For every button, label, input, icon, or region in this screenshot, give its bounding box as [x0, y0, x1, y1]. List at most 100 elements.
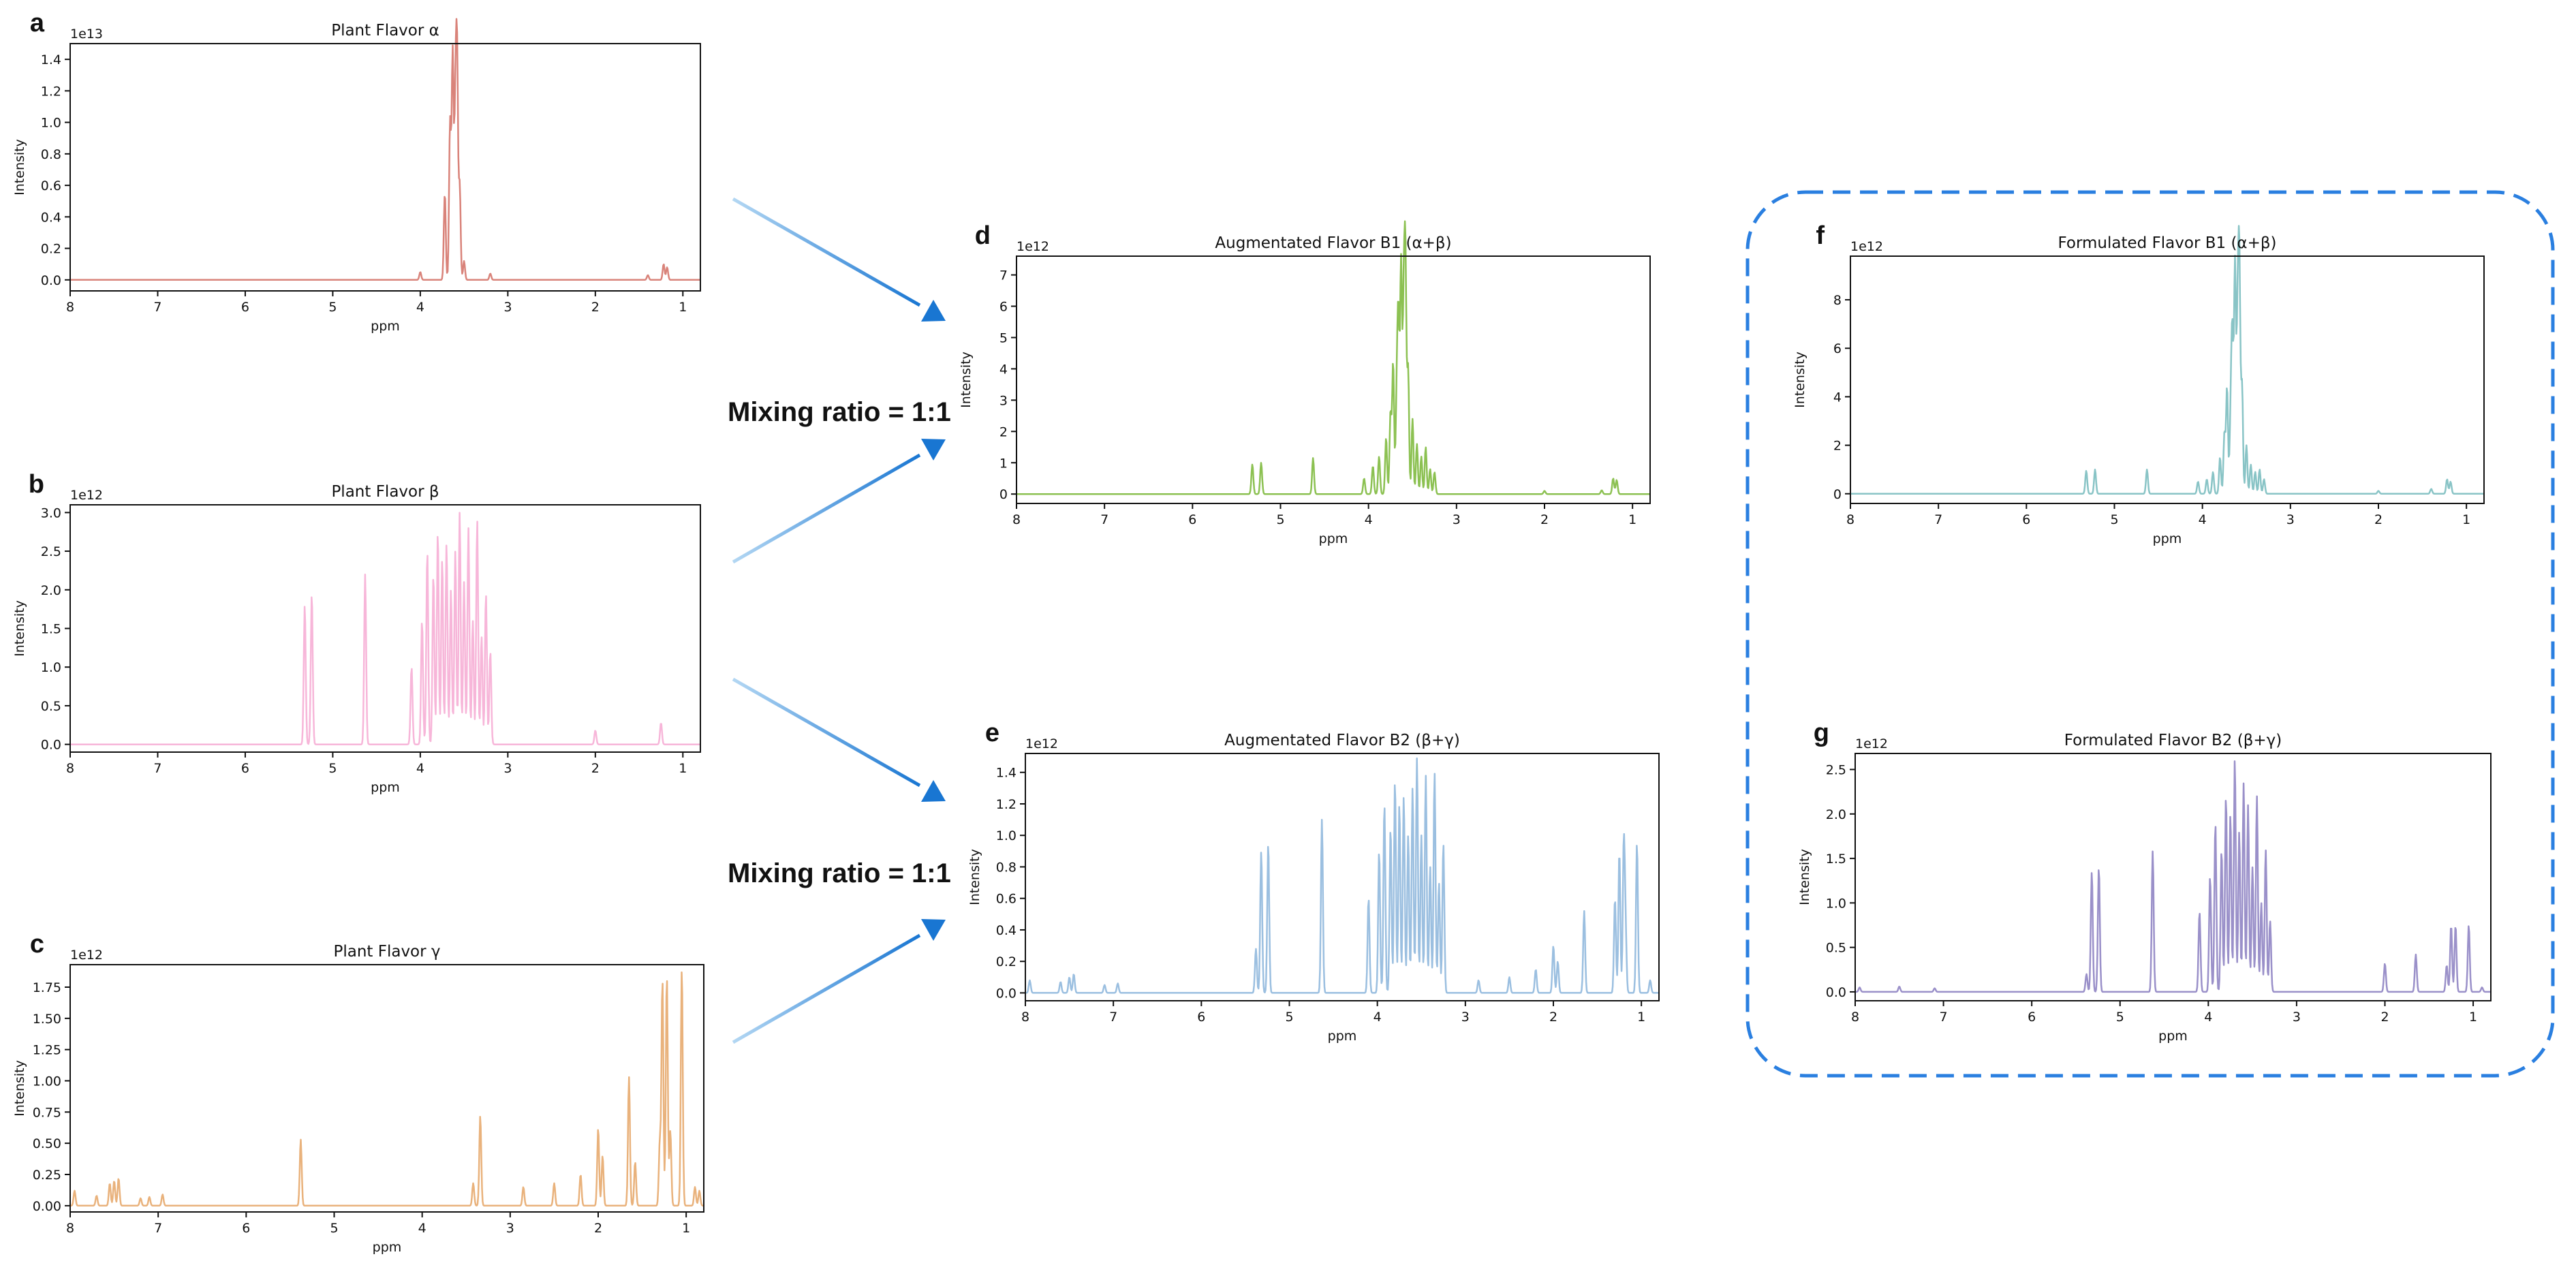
x-tick-label: 2	[591, 761, 600, 776]
plot-frame	[1025, 753, 1660, 1001]
x-tick-label: 2	[2380, 1010, 2389, 1025]
spectrum-line	[69, 512, 701, 745]
y-tick-label: 2	[1833, 439, 1842, 454]
x-tick-label: 1	[2462, 512, 2470, 527]
y-tick-label: 0.4	[41, 210, 61, 225]
y-tick-label: 5	[999, 330, 1008, 345]
arrow-a-to-d	[732, 197, 946, 322]
y-axis-multiplier: 1e12	[1017, 239, 1049, 254]
y-axis-label: Intensity	[12, 139, 27, 196]
y-tick-label: 6	[1833, 341, 1842, 356]
x-tick-label: 4	[1365, 512, 1373, 527]
y-axis-label: Intensity	[959, 352, 974, 408]
y-tick-label: 1.0	[1826, 896, 1846, 911]
arrow-c-to-e	[732, 919, 946, 1044]
y-axis-multiplier: 1e12	[70, 948, 103, 963]
x-tick-label: 7	[1940, 1010, 1948, 1025]
y-axis-multiplier: 1e12	[1025, 736, 1058, 751]
panel-b: 8 7 6 5 4 3 2 1 0.0 0.5 1.0 1.5 2.0 2.5 3.0 1e12 Plant F…	[12, 470, 701, 795]
panel-d: 8 7 6 5 4 3 2 1 0 1 2 3 4 5 6 7 1e12 Augmentated Flavor B…	[959, 220, 1651, 546]
y-axis-multiplier: 1e13	[70, 27, 103, 42]
x-tick-label: 2	[1540, 512, 1549, 527]
panel-letter: c	[30, 930, 44, 959]
y-tick-label: 0.4	[996, 923, 1017, 938]
y-tick-label: 7	[999, 268, 1008, 283]
plot-frame	[69, 43, 701, 292]
x-tick-label: 3	[506, 1221, 514, 1236]
y-tick-label: 0.2	[41, 242, 61, 257]
y-axis-multiplier: 1e12	[1855, 736, 1888, 751]
x-tick-label: 7	[153, 761, 161, 776]
y-axis-label: Intensity	[1797, 849, 1812, 905]
arrow-b-to-d	[732, 439, 946, 564]
x-tick-label: 6	[2022, 512, 2030, 527]
y-tick-label: 2.5	[1826, 763, 1846, 778]
y-axis-label: Intensity	[1793, 352, 1807, 408]
y-tick-label: 0	[1833, 487, 1842, 502]
x-axis-label: ppm	[2158, 1029, 2188, 1044]
chart-title: Augmentated Flavor B1 (α+β)	[1215, 234, 1451, 252]
x-tick-label: 3	[1461, 1010, 1470, 1025]
x-tick-label: 1	[679, 300, 687, 315]
panel-letter: e	[985, 719, 999, 747]
x-axis-label: ppm	[2153, 531, 2182, 546]
y-tick-label: 0.5	[1826, 941, 1846, 956]
x-tick-label: 5	[1285, 1010, 1293, 1025]
y-tick-label: 1.0	[41, 660, 61, 675]
y-tick-label: 1.25	[33, 1043, 61, 1058]
x-tick-label: 1	[1628, 512, 1636, 527]
spectrum-line	[1855, 760, 2492, 993]
x-tick-label: 6	[242, 1221, 250, 1236]
y-tick-label: 0.5	[41, 699, 61, 714]
arrow-b-to-e	[732, 677, 946, 802]
x-axis-label: ppm	[1319, 531, 1348, 546]
x-tick-label: 1	[679, 761, 687, 776]
y-tick-label: 2	[999, 424, 1008, 439]
x-tick-label: 4	[2204, 1010, 2212, 1025]
panel-a: 8 7 6 5 4 3 2 1 0.0 0.2 0.4 0.6 0.8 1.0 1.2 1.4 1e13 Plan…	[12, 9, 701, 334]
x-tick-label: 3	[1453, 512, 1461, 527]
x-tick-label: 6	[241, 300, 249, 315]
y-tick-label: 6	[999, 300, 1008, 315]
x-tick-label: 3	[2293, 1010, 2301, 1025]
y-tick-label: 0.6	[996, 892, 1017, 907]
y-tick-label: 3	[999, 393, 1008, 408]
y-tick-label: 1.4	[41, 52, 61, 67]
y-tick-label: 1	[999, 456, 1008, 471]
x-tick-label: 3	[503, 300, 512, 315]
x-tick-label: 8	[66, 761, 74, 776]
x-tick-label: 5	[330, 1221, 338, 1236]
panel-letter: f	[1816, 221, 1825, 250]
y-tick-label: 0.25	[33, 1168, 61, 1183]
x-tick-label: 5	[328, 761, 337, 776]
panel-letter: g	[1814, 719, 1829, 747]
panel-e: 8 7 6 5 4 3 2 1 0.0 0.2 0.4 0.6 0.8 1.0 1.2 1.4 1e12 Augm…	[967, 719, 1660, 1044]
spectrum-line	[1016, 220, 1651, 495]
y-tick-label: 0.00	[33, 1199, 61, 1214]
x-tick-label: 8	[66, 300, 74, 315]
plot-frame	[1016, 255, 1651, 504]
y-tick-label: 2.0	[41, 583, 61, 598]
x-tick-label: 4	[416, 761, 424, 776]
x-tick-label: 5	[2116, 1010, 2124, 1025]
y-axis-multiplier: 1e12	[70, 488, 103, 503]
x-tick-label: 1	[682, 1221, 690, 1236]
chart-title: Formulated Flavor B1 (α+β)	[2058, 234, 2276, 252]
x-tick-label: 7	[154, 1221, 162, 1236]
x-tick-label: 4	[418, 1221, 426, 1236]
x-axis-label: ppm	[1328, 1029, 1357, 1044]
plot-frame	[69, 964, 704, 1213]
y-tick-label: 0.2	[996, 954, 1017, 969]
panel-c: 8 7 6 5 4 3 2 1 0.00 0.25 0.50 0.75 1.00 1.25 1.50 1.75…	[12, 930, 704, 1255]
y-tick-label: 0.0	[41, 273, 61, 288]
spectrum-line	[1025, 757, 1660, 994]
x-tick-label: 2	[594, 1221, 602, 1236]
y-tick-label: 1.50	[33, 1012, 61, 1027]
y-tick-label: 1.5	[41, 622, 61, 637]
x-tick-label: 6	[2028, 1010, 2036, 1025]
mixing-ratio-label-bottom: Mixing ratio = 1:1	[728, 858, 951, 888]
y-tick-label: 0.75	[33, 1105, 61, 1120]
plot-frame	[1855, 753, 2492, 1001]
x-tick-label: 3	[2286, 512, 2295, 527]
x-axis-label: ppm	[373, 1240, 402, 1255]
